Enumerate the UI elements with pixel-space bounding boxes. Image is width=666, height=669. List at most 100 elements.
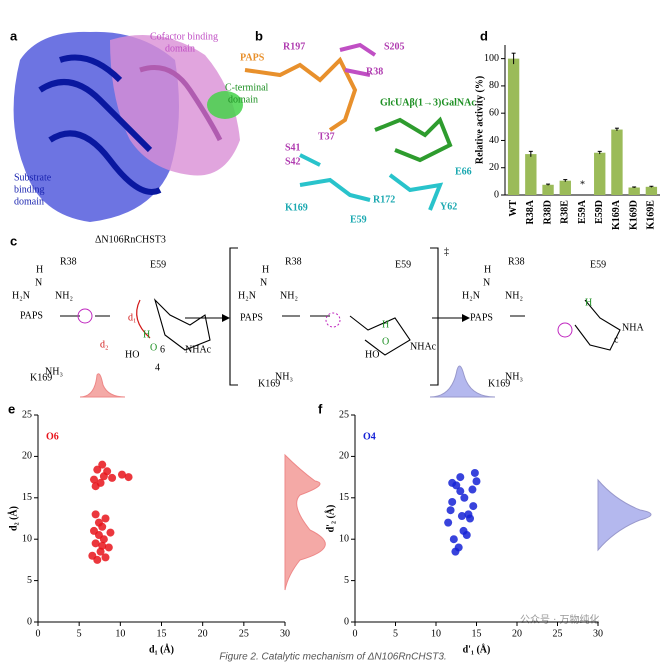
residue-label: T37 xyxy=(318,131,335,142)
x-tick-label: 0 xyxy=(36,628,41,639)
scheme-label: NH₃ xyxy=(45,366,63,377)
point xyxy=(101,514,110,523)
bar xyxy=(525,154,537,195)
residue-label: PAPS xyxy=(240,52,265,63)
protein-surface xyxy=(13,31,243,222)
point xyxy=(98,541,107,550)
panel-label: f xyxy=(318,401,323,416)
scheme-label: d₁ xyxy=(128,312,137,323)
scheme-label: H xyxy=(143,329,150,340)
point xyxy=(469,502,478,511)
point xyxy=(106,528,115,537)
x-tick-label: 15 xyxy=(157,628,167,639)
panel-label: c xyxy=(10,233,17,248)
domain-label: C-terminal xyxy=(225,82,269,93)
x-tick-label: 25 xyxy=(239,628,249,639)
x-tick-label: R38D xyxy=(542,200,553,224)
point xyxy=(94,518,103,527)
x-axis-label: d₁ (Å) xyxy=(149,643,174,655)
marginal-distribution xyxy=(79,365,652,591)
y-axis-label: d₂ (Å) xyxy=(7,506,19,531)
panel-label: d xyxy=(480,28,488,43)
x-tick-label: R38E xyxy=(560,200,571,224)
domain-label: domain xyxy=(14,196,44,207)
residue-label: E59 xyxy=(350,214,367,225)
point xyxy=(457,512,466,521)
point xyxy=(466,514,475,523)
domain-label: binding xyxy=(14,184,45,195)
point xyxy=(470,468,479,477)
point xyxy=(99,535,108,544)
scheme-label: NH₂ xyxy=(280,290,298,301)
x-tick-label: 10 xyxy=(431,628,441,639)
y-tick-label: 5 xyxy=(344,575,349,586)
point xyxy=(117,470,126,479)
domain-label: domain xyxy=(165,43,195,54)
panel-label: e xyxy=(8,401,15,416)
scheme-label: H xyxy=(262,264,269,275)
point xyxy=(456,487,465,496)
domain-label: domain xyxy=(228,94,258,105)
scheme-label: O xyxy=(150,342,157,353)
scheme-label: N xyxy=(260,277,267,288)
point xyxy=(89,475,98,484)
scheme-label: PAPS xyxy=(240,312,263,323)
scheme-label: NH₂ xyxy=(55,290,73,301)
residue-label: S42 xyxy=(285,156,301,167)
y-tick-label: 5 xyxy=(27,575,32,586)
x-tick-label: 30 xyxy=(593,628,603,639)
y-tick-label: 15 xyxy=(22,492,32,503)
x-tick-label: 0 xyxy=(353,628,358,639)
residue-label: R197 xyxy=(283,41,305,52)
y-tick-label: 40 xyxy=(489,135,499,146)
panel-label: a xyxy=(10,28,18,43)
bar xyxy=(542,184,554,195)
y-tick-label: 20 xyxy=(22,451,32,462)
point xyxy=(89,526,98,535)
x-axis-label: d'₁ (Å) xyxy=(463,643,491,655)
annotation: * xyxy=(580,179,585,190)
scheme-label: NH₃ xyxy=(275,371,293,382)
y-tick-label: 0 xyxy=(494,189,499,200)
x-tick-label: E59D xyxy=(594,200,605,224)
point xyxy=(460,493,469,502)
residue-label: S205 xyxy=(384,41,405,52)
scheme-label: c xyxy=(614,334,619,345)
scheme-label: H xyxy=(585,297,592,308)
y-tick-label: 60 xyxy=(489,107,499,118)
x-tick-label: 20 xyxy=(198,628,208,639)
scheme-label: E59 xyxy=(590,259,606,270)
x-tick-label: K169E xyxy=(646,200,657,230)
scheme-label: N xyxy=(35,277,42,288)
scheme-label: N xyxy=(483,277,490,288)
point xyxy=(448,478,457,487)
scheme-label: NH₃ xyxy=(505,371,523,382)
residue-label: Y62 xyxy=(440,201,457,212)
residue-label: R172 xyxy=(373,194,395,205)
scheme-label: H₂N xyxy=(238,290,256,301)
x-tick-label: K169A xyxy=(611,199,622,230)
point xyxy=(451,547,460,556)
scheme-label: NH₂ xyxy=(505,290,523,301)
scheme-label: H xyxy=(382,319,389,330)
panel-label: b xyxy=(255,28,263,43)
series-label: O4 xyxy=(363,431,376,442)
point xyxy=(98,460,107,469)
y-tick-label: 25 xyxy=(22,409,32,420)
point xyxy=(456,473,465,482)
scheme-label: PAPS xyxy=(20,310,43,321)
point xyxy=(101,553,110,562)
scheme-label: PAPS xyxy=(470,312,493,323)
scheme-label: K169 xyxy=(488,378,510,389)
scheme-label: HO xyxy=(365,349,379,360)
y-tick-label: 15 xyxy=(339,492,349,503)
y-tick-label: 100 xyxy=(484,53,499,64)
y-tick-label: 10 xyxy=(339,533,349,544)
y-tick-label: 20 xyxy=(489,162,499,173)
bar xyxy=(628,187,640,195)
x-tick-label: 5 xyxy=(77,628,82,639)
y-axis-label: Relative activity (%) xyxy=(474,76,485,164)
scheme-label: H₂N xyxy=(12,290,30,301)
y-tick-label: 0 xyxy=(344,616,349,627)
point xyxy=(104,543,113,552)
